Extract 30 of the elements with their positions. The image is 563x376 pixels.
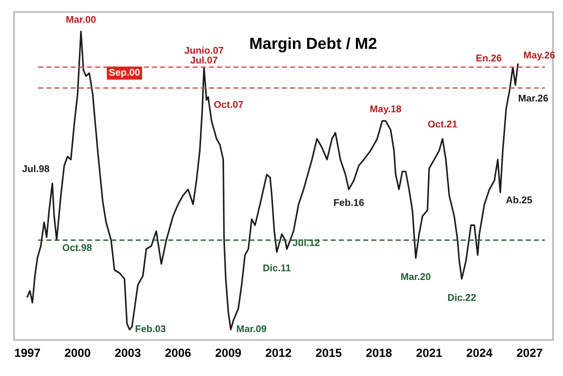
annotation: Dic.22	[448, 294, 476, 301]
x-tick-label: 2006	[165, 348, 191, 358]
x-tick-label: 1997	[15, 348, 40, 358]
annotation: En.26	[476, 54, 502, 62]
annotation: Mar.00	[66, 16, 96, 23]
annotation: Jul.98	[22, 165, 50, 172]
x-tick-label: 2015	[316, 348, 342, 358]
annotation: Mar.26	[518, 94, 548, 102]
annotation: Ab.25	[506, 196, 532, 204]
annotation: Mar.09	[236, 325, 266, 332]
annotation: Junio.07 Jul.07	[184, 46, 224, 64]
annotation: Oct.21	[428, 120, 458, 128]
annotation: Mar.20	[401, 273, 430, 280]
x-tick-label: 2009	[216, 348, 241, 358]
annotation: Oct.07	[214, 101, 244, 108]
annotation: Feb.16	[334, 198, 364, 206]
x-tick-label: 2018	[366, 348, 392, 358]
annotation: Feb.03	[136, 325, 166, 332]
x-tick-label: 2012	[266, 348, 292, 358]
annotation: Oct.98	[62, 244, 92, 252]
annotation: May.18	[370, 105, 402, 114]
annotation: May.26	[524, 52, 555, 60]
x-tick-label: 2024	[466, 348, 492, 358]
annotation: Sep.00	[109, 68, 140, 78]
chart-title: Margin Debt / M2	[250, 37, 376, 52]
x-tick-label: 2027	[516, 348, 542, 358]
annotation: Dic.11	[263, 264, 291, 272]
x-tick-label: 2003	[115, 348, 141, 358]
x-tick-label: 2000	[64, 348, 90, 358]
x-tick-label: 2021	[416, 348, 442, 358]
